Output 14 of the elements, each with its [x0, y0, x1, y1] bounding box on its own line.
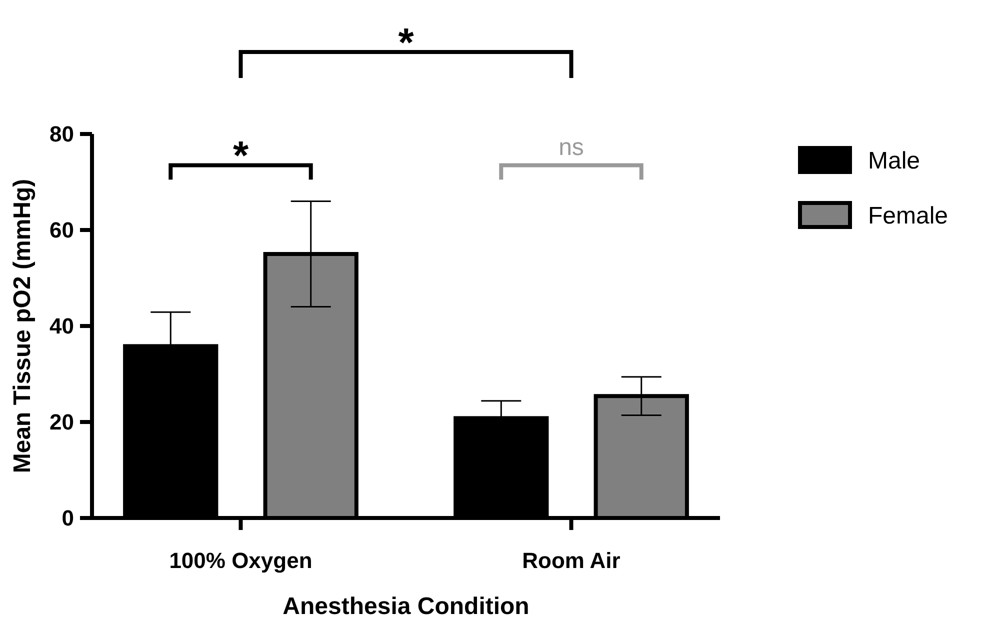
- annotation: ns: [558, 134, 584, 162]
- legend-label: Female: [868, 202, 948, 230]
- y-tick-label: 80: [50, 122, 74, 147]
- legend-label: Male: [868, 147, 920, 174]
- x-axis-title: Anesthesia Condition: [282, 593, 530, 619]
- text: *: [398, 21, 414, 65]
- x-tick-label: Room Air: [522, 548, 621, 573]
- y-tick-label: 20: [50, 410, 74, 435]
- y-tick-label: 40: [50, 314, 74, 339]
- annotation: *: [232, 134, 249, 178]
- x-tick-label: 100% Oxygen: [169, 548, 312, 573]
- y-tick-label: 60: [50, 218, 74, 243]
- y-tick-label: 0: [62, 506, 74, 531]
- y-axis-title: Mean Tissue pO2 (mmHg): [9, 178, 36, 474]
